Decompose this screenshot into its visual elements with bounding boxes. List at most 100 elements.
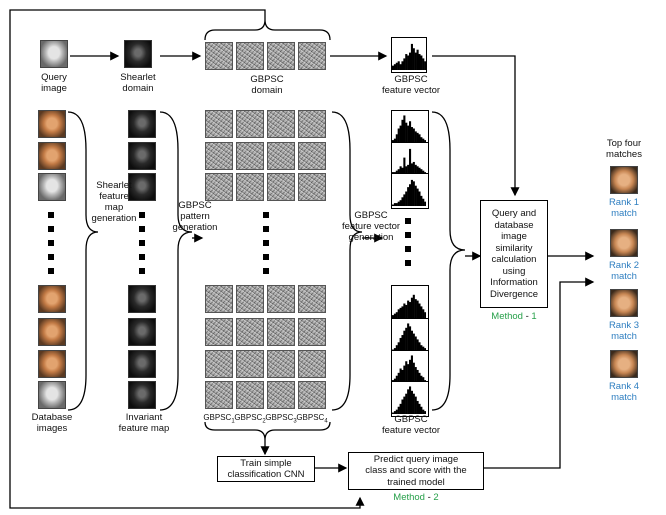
histogram-bar xyxy=(397,309,400,318)
shearlet-domain-label: Shearlet domain xyxy=(120,72,156,94)
histogram-bar xyxy=(414,131,417,143)
histogram-bar xyxy=(397,372,400,383)
histogram-bar xyxy=(403,58,406,70)
histogram-bar xyxy=(422,409,425,414)
histogram-bar xyxy=(392,204,395,206)
histogram-bar xyxy=(418,372,421,383)
histogram-bar xyxy=(420,306,423,318)
histogram-bar xyxy=(420,169,423,175)
histogram-bar xyxy=(420,406,423,414)
database-histogram xyxy=(391,381,429,417)
gbpsc-texture-tile xyxy=(267,285,295,313)
histogram-bar xyxy=(405,361,408,383)
histogram-bar xyxy=(410,390,413,414)
gbpsc-texture-tile xyxy=(236,173,264,201)
gbpsc-texture-tile xyxy=(236,110,264,138)
histogram-bar xyxy=(407,323,410,351)
gbpsc-pattern-generation-label: GBPSC pattern generation xyxy=(172,200,218,233)
gbpsc-texture-tile xyxy=(236,318,264,346)
histogram-bar xyxy=(397,342,400,351)
histogram-bar xyxy=(412,393,415,414)
histogram-bar xyxy=(399,200,402,206)
histogram-bar xyxy=(409,386,412,414)
histogram-bar xyxy=(409,359,412,383)
ellipsis-dots xyxy=(139,212,145,282)
database-face xyxy=(38,173,66,201)
histogram-bar xyxy=(405,327,408,351)
gbpsc-texture-tile xyxy=(298,381,326,409)
histogram-bar xyxy=(416,188,419,206)
gbpsc-texture-tile xyxy=(205,142,233,170)
histogram-bar xyxy=(401,399,404,414)
histogram-bar xyxy=(405,122,408,143)
histogram-bar xyxy=(416,49,419,70)
database-face xyxy=(38,318,66,346)
gbpsc-texture-tile xyxy=(298,173,326,201)
histogram-bar xyxy=(407,187,410,206)
gbpsc-texture-tile xyxy=(236,350,264,378)
ellipsis-dots xyxy=(48,212,54,282)
histogram-bar xyxy=(395,312,398,318)
histogram-bar xyxy=(414,367,417,383)
histogram-bar xyxy=(418,134,421,143)
gbpsc-texture-tile xyxy=(205,318,233,346)
invariant-feature-map xyxy=(128,381,156,409)
histogram-bar xyxy=(409,121,412,143)
histogram-bar xyxy=(403,194,406,206)
histogram-bar xyxy=(414,299,417,318)
gbpsc-texture-tile xyxy=(267,318,295,346)
histogram-bar xyxy=(405,393,408,414)
histogram-bar xyxy=(403,396,406,414)
histogram-bar xyxy=(418,303,421,318)
histogram-bar xyxy=(401,197,404,206)
gbpsc-texture-tile xyxy=(298,350,326,378)
invariant-feature-map xyxy=(128,173,156,201)
histogram-bar xyxy=(405,54,408,70)
histogram-bar xyxy=(409,326,412,351)
histogram-bar xyxy=(397,169,400,175)
histogram-bar xyxy=(409,52,412,70)
gbpsc-feature-vector-label: GBPSC feature vector xyxy=(381,74,441,96)
histogram-bar xyxy=(401,335,404,351)
histogram-bar xyxy=(397,128,400,143)
similarity-calculation-box: Query and database image similarity calcul… xyxy=(480,200,548,308)
gbpsc-subband-4-label: GBPSC4 xyxy=(296,413,328,425)
histogram-bar xyxy=(403,330,406,351)
gbpsc-texture-tile xyxy=(298,110,326,138)
histogram-bar xyxy=(395,345,398,351)
histogram-bar xyxy=(418,403,421,414)
predict-box: Predict query image class and score with … xyxy=(348,452,484,490)
gbpsc-feature-vector-bottom-label: GBPSC feature vector xyxy=(381,414,441,436)
invariant-feature-map xyxy=(128,110,156,138)
histogram-bar xyxy=(407,300,410,318)
histogram-bar xyxy=(399,307,402,318)
histogram-bars xyxy=(392,323,427,351)
histogram-bar xyxy=(416,369,419,383)
histogram-bar xyxy=(401,167,404,175)
gbpsc-domain-subband-1 xyxy=(205,42,233,70)
histogram-bar xyxy=(412,181,415,206)
histogram-bar xyxy=(397,61,400,70)
gbpsc-domain-subband-2 xyxy=(236,42,264,70)
histogram-bar xyxy=(418,167,421,175)
database-histogram xyxy=(391,110,429,146)
histogram-bar xyxy=(395,134,398,143)
histogram-bar xyxy=(405,166,408,175)
gbpsc-domain-subband-4 xyxy=(298,42,326,70)
histogram-bar xyxy=(401,369,404,383)
database-histogram xyxy=(391,350,429,386)
gbpsc-texture-tile xyxy=(205,173,233,201)
histogram-bar xyxy=(412,128,415,143)
histogram-bar xyxy=(412,48,415,70)
histogram-bar xyxy=(399,166,402,175)
gbpsc-texture-tile xyxy=(267,381,295,409)
rank-3-image xyxy=(610,289,638,317)
rank-2-image xyxy=(610,229,638,257)
invariant-feature-map xyxy=(128,142,156,170)
histogram-bar xyxy=(410,297,413,318)
histogram-bar xyxy=(397,201,400,206)
histogram-bar xyxy=(410,43,413,70)
histogram-bar xyxy=(410,127,413,143)
histogram-bar xyxy=(416,132,419,143)
